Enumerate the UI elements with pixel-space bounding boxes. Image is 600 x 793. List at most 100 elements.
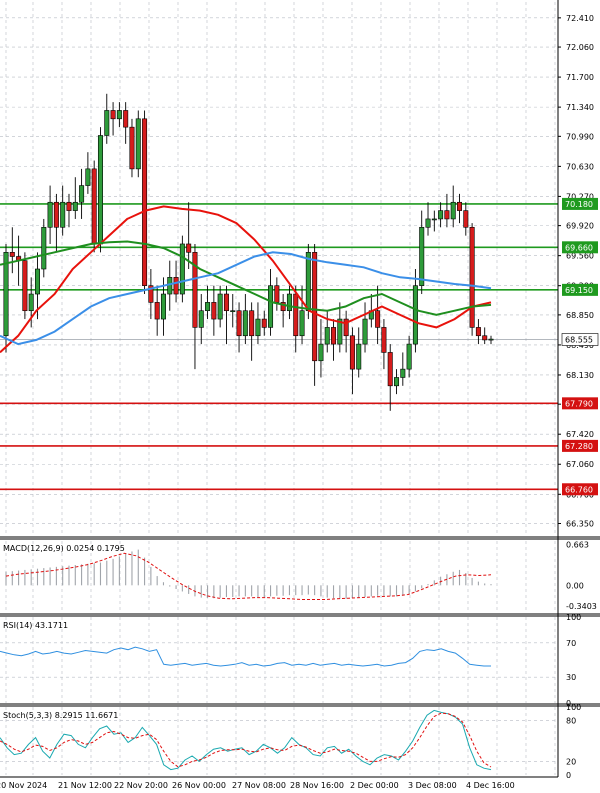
level-price-tag bbox=[562, 483, 598, 496]
bullish-candle bbox=[198, 294, 204, 345]
candle-body bbox=[381, 327, 387, 353]
level-price-tag bbox=[562, 397, 598, 410]
level-price-tag bbox=[562, 197, 598, 210]
candle-body bbox=[186, 243, 192, 253]
candle-body bbox=[22, 260, 28, 312]
candle-body bbox=[217, 293, 223, 320]
stoch-axis-label: 20 bbox=[566, 757, 576, 766]
bearish-candle bbox=[186, 202, 192, 269]
candle-body bbox=[3, 252, 9, 337]
candle-body bbox=[299, 310, 305, 337]
bullish-candle bbox=[104, 93, 110, 144]
time-axis-label: 22 Nov 20:00 bbox=[114, 781, 168, 790]
candle-body bbox=[469, 226, 475, 328]
bearish-candle bbox=[142, 110, 148, 295]
candlestick-series bbox=[3, 93, 494, 411]
bearish-candle bbox=[469, 223, 475, 336]
rsi-label: RSI(14) 43.1711 bbox=[3, 621, 68, 630]
bullish-candle bbox=[299, 285, 305, 345]
price-tick-label: 70.990 bbox=[566, 132, 594, 141]
bullish-candle bbox=[135, 110, 141, 178]
candle-body bbox=[412, 285, 418, 345]
candle-body bbox=[142, 118, 148, 286]
level-price-tag bbox=[562, 241, 598, 254]
candle-body bbox=[41, 226, 47, 270]
candle-body bbox=[375, 310, 381, 328]
bullish-candle bbox=[85, 152, 91, 194]
moving-average-line bbox=[0, 251, 492, 346]
bullish-candle bbox=[34, 252, 40, 320]
candle-body bbox=[337, 318, 343, 345]
candle-body bbox=[205, 302, 211, 312]
bullish-candle bbox=[41, 218, 47, 278]
level-price-tag bbox=[562, 283, 598, 296]
bearish-candle bbox=[280, 294, 286, 328]
candle-body bbox=[286, 293, 292, 312]
bullish-candle bbox=[337, 302, 343, 353]
candle-body bbox=[236, 310, 242, 337]
bearish-candle bbox=[173, 260, 179, 303]
bearish-candle bbox=[66, 193, 72, 228]
candle-body bbox=[331, 327, 337, 345]
bullish-candle bbox=[450, 185, 456, 228]
candle-body bbox=[104, 110, 110, 136]
bearish-candle bbox=[249, 302, 255, 361]
stoch-d-line bbox=[0, 712, 492, 768]
macd-signal-line bbox=[5, 552, 492, 600]
candle-body bbox=[425, 218, 431, 228]
time-axis-label: 26 Nov 00:00 bbox=[172, 781, 226, 790]
bullish-candle bbox=[97, 127, 103, 253]
rsi-axis-label: 100 bbox=[566, 613, 581, 622]
candle-body bbox=[280, 302, 286, 312]
candle-body bbox=[60, 201, 66, 228]
candle-body bbox=[400, 368, 406, 378]
bullish-candle bbox=[431, 210, 437, 232]
candle-body bbox=[305, 252, 311, 312]
candle-body bbox=[148, 285, 154, 303]
macd-axis-label: -0.3403 bbox=[566, 602, 597, 611]
candle-body bbox=[47, 201, 53, 228]
time-axis: 20 Nov 2024 21 Nov 12:00 22 Nov 20:00 26 No… bbox=[0, 776, 558, 790]
price-tick-label: 71.340 bbox=[566, 103, 594, 112]
level-price-tag-label: 66.760 bbox=[565, 485, 593, 494]
bullish-candle bbox=[47, 185, 53, 244]
candle-body bbox=[268, 285, 274, 328]
level-price-tag-label: 69.150 bbox=[565, 286, 593, 295]
candle-body bbox=[66, 201, 72, 211]
bullish-candle bbox=[230, 294, 236, 328]
candle-body bbox=[261, 318, 267, 328]
candle-body bbox=[274, 285, 280, 303]
bearish-candle bbox=[444, 193, 450, 228]
candle-body bbox=[34, 268, 40, 295]
price-tick-label: 67.420 bbox=[566, 430, 594, 439]
bullish-candle bbox=[362, 302, 368, 353]
bearish-candle bbox=[91, 160, 97, 253]
bearish-candle bbox=[110, 102, 116, 136]
candle-body bbox=[343, 318, 349, 337]
bullish-candle bbox=[412, 269, 418, 353]
candle-body bbox=[475, 327, 481, 337]
price-tick-label: 70.630 bbox=[566, 162, 594, 171]
price-tick-label: 66.350 bbox=[566, 519, 594, 528]
bullish-candle bbox=[324, 310, 330, 353]
candle-body bbox=[419, 226, 425, 286]
level-price-tag-label: 69.660 bbox=[565, 243, 593, 252]
bearish-candle bbox=[9, 227, 15, 274]
candle-body bbox=[293, 293, 299, 337]
bearish-candle bbox=[482, 327, 488, 345]
stoch-label: Stoch(5,3,3) 8.2915 11.6671 bbox=[3, 711, 118, 720]
stoch-axis-label: 0 bbox=[566, 771, 571, 780]
bearish-candle bbox=[475, 319, 481, 345]
candle-body bbox=[110, 110, 116, 120]
candle-body bbox=[167, 277, 173, 295]
candle-body bbox=[482, 335, 488, 341]
bearish-candle bbox=[123, 102, 129, 144]
price-tick-label: 68.130 bbox=[566, 371, 594, 380]
moving-average-lines bbox=[0, 205, 492, 354]
candle-body bbox=[154, 302, 160, 320]
candle-body bbox=[223, 293, 229, 312]
candle-body bbox=[85, 168, 91, 186]
candle-body bbox=[230, 310, 236, 313]
candle-body bbox=[431, 218, 437, 221]
candle-body bbox=[198, 310, 204, 328]
